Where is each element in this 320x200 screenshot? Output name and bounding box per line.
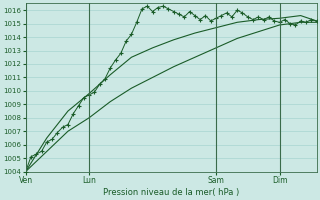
- X-axis label: Pression niveau de la mer( hPa ): Pression niveau de la mer( hPa ): [103, 188, 239, 197]
